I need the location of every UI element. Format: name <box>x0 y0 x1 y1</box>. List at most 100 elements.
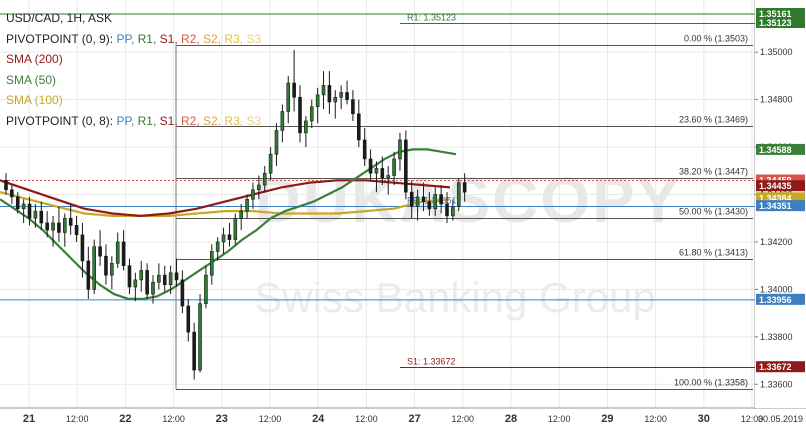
candle-body <box>204 274 208 304</box>
price-tag-bg <box>756 192 805 204</box>
fib-label: 0.00 % (1.3503) <box>684 34 748 44</box>
candle-body <box>262 172 267 186</box>
candle-body <box>374 168 379 174</box>
candle-body <box>404 139 408 193</box>
time-axis[interactable]: 21 12:00 22 12:00 23 12:00 24 12:00 27 12:00 28 12:… <box>0 409 806 431</box>
legend-sma50[interactable]: SMA (50) <box>6 72 57 87</box>
candle-body <box>4 179 8 191</box>
price-tag-bg <box>756 200 805 212</box>
candle-body <box>239 210 243 219</box>
candle-body <box>456 182 461 207</box>
price-tick-label: 1.33600 <box>760 379 793 389</box>
candle-body <box>27 203 32 219</box>
candle-body <box>345 92 349 100</box>
candle-body <box>192 331 196 371</box>
time-tick-label: 30.05.2019 <box>758 414 803 424</box>
candle-body <box>98 246 102 257</box>
pivot9-pp: PP, <box>116 31 135 46</box>
candle-body <box>168 272 173 285</box>
watermark: DUKASCOPY Swiss Banking Group <box>254 164 682 321</box>
time-tick-label: 12:00 <box>66 414 89 424</box>
candle-body <box>245 198 249 212</box>
candle-body <box>251 189 255 200</box>
candle-body <box>451 206 455 217</box>
legend-sma200[interactable]: SMA (200) <box>6 52 63 66</box>
pivot8-pp: PP, <box>116 113 135 128</box>
pivot8-s3: S3 <box>246 113 262 128</box>
pivot9-name: PIVOTPOINT (0, 9): <box>6 31 114 46</box>
legend: USD/CAD, 1H, ASK PIVOTPOINT (0, 9): PP, … <box>6 8 261 131</box>
candle-body <box>186 305 191 333</box>
legend-pivot-8[interactable]: PIVOTPOINT (0, 8): PP, R1, S1, R2, S2, R… <box>6 111 261 132</box>
candle-body <box>268 153 273 174</box>
time-tick-label: 21 <box>23 413 35 425</box>
pivot8-s1: S1, <box>159 113 178 128</box>
time-axis-bg <box>0 409 806 431</box>
time-tick-label: 12:00 <box>259 414 282 424</box>
fib-label: 23.60 % (1.3469) <box>679 115 748 125</box>
price-tag-label: 1.34435 <box>759 181 792 191</box>
pivot9-r3: R3, <box>224 31 244 46</box>
candle-body <box>398 139 402 160</box>
candle-body <box>33 210 38 219</box>
candle-body <box>115 241 120 264</box>
candle-body <box>133 279 138 288</box>
candle-body <box>80 234 85 262</box>
time-tick-label: 29 <box>601 413 613 425</box>
fib-label: 61.80 % (1.3413) <box>679 248 748 258</box>
pivot9-r2: R2, <box>181 31 200 46</box>
watermark-subtitle: Swiss Banking Group <box>254 274 656 321</box>
sma50-line <box>0 148 457 300</box>
candle-body <box>92 246 96 290</box>
candle-body <box>309 106 314 122</box>
price-tag-label: 1.34351 <box>759 201 792 211</box>
price-tick-label: 1.33800 <box>760 332 793 342</box>
candle-body <box>257 184 261 191</box>
legend-sma100[interactable]: SMA (100) <box>6 93 63 107</box>
time-tick-label: 12:00 <box>452 414 475 424</box>
candle-body <box>62 217 67 233</box>
candle-body <box>21 203 26 210</box>
time-tick-label: 12:00 <box>162 414 185 424</box>
price-tick-label: 1.34200 <box>760 237 793 247</box>
candle-body <box>68 217 73 226</box>
watermark-brand: DUKASCOPY <box>255 164 682 236</box>
legend-pivot-9[interactable]: PIVOTPOINT (0, 9): PP, R1, S1, R2, S2, R… <box>6 29 261 50</box>
candle-body <box>339 92 343 98</box>
candle-body <box>15 196 20 210</box>
candle-body <box>227 234 232 240</box>
time-tick-label: 12:00 <box>741 414 764 424</box>
candle-body <box>327 85 332 103</box>
candle-body <box>386 175 391 179</box>
price-tick-label: 1.35000 <box>760 47 793 57</box>
candle-body <box>392 158 396 176</box>
candle-body <box>304 120 308 134</box>
pivot8-r3: R3, <box>224 113 244 128</box>
time-tick-label: 30 <box>698 413 710 425</box>
sma200-line <box>0 179 451 218</box>
candle-body <box>439 194 443 205</box>
candle-body <box>162 274 167 285</box>
candle-body <box>221 234 226 243</box>
candle-body <box>198 303 202 371</box>
candle-body <box>462 182 467 193</box>
candle-body <box>10 189 14 198</box>
candle-body <box>39 210 44 224</box>
candle-body <box>356 113 361 141</box>
candle-body <box>280 111 285 131</box>
pivot9-s1: S1, <box>159 31 178 46</box>
price-tag-bg <box>756 7 805 19</box>
candle-body <box>215 241 220 252</box>
time-tick-label: 24 <box>312 413 325 425</box>
pivot-label: R1: 1.35123 <box>407 13 456 23</box>
pivot8-r2: R2, <box>181 113 200 128</box>
pivot9-r1: R1, <box>137 31 157 46</box>
price-tag-bg <box>756 17 805 29</box>
candle-body <box>127 265 132 288</box>
candle-body <box>74 225 79 236</box>
candle-body <box>298 96 302 134</box>
candle-body <box>433 194 438 210</box>
